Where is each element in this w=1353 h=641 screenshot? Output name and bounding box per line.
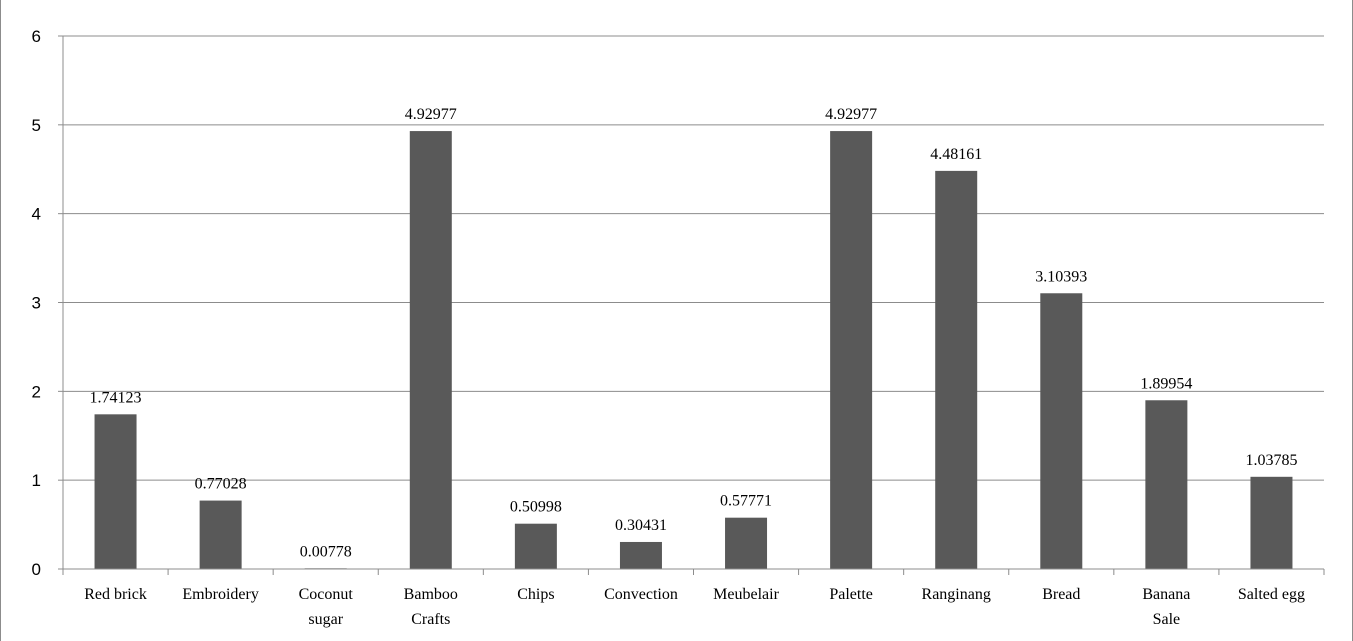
x-tick-label: Banana Sale	[1142, 586, 1190, 628]
y-tick-label: 4	[32, 205, 41, 224]
data-label: 1.74123	[90, 389, 142, 406]
axes	[58, 35, 1325, 575]
bar	[199, 500, 242, 569]
bar	[830, 131, 873, 570]
x-tick-label-line: Embroidery	[182, 586, 258, 603]
x-tick-label: Bamboo Crafts	[404, 586, 458, 628]
y-tick-label: 6	[32, 27, 41, 46]
x-tick-label-line: Crafts	[411, 611, 450, 628]
x-tick-label-line: sugar	[308, 611, 343, 628]
bar	[725, 517, 768, 569]
bar	[1145, 400, 1188, 569]
bars	[94, 131, 1293, 570]
x-tick-label-line: Chips	[517, 586, 554, 603]
bar	[514, 523, 557, 569]
x-tick-label: Ranginang	[922, 586, 991, 603]
x-tick-label-line: Red brick	[84, 586, 147, 603]
x-tick-label-line: Salted egg	[1238, 586, 1305, 603]
bar	[1250, 476, 1293, 569]
x-tick-label: Bread	[1042, 586, 1080, 603]
x-tick-label-line: Meubelair	[713, 586, 779, 603]
y-tick-labels: 0 1 2 3 4 5 6	[32, 27, 41, 579]
data-label: 4.48161	[930, 146, 982, 163]
data-label: 3.10393	[1035, 268, 1087, 285]
y-tick-label: 2	[32, 382, 41, 401]
x-tick-label-line: Ranginang	[922, 586, 991, 603]
data-label: 0.77028	[195, 476, 247, 493]
x-tick-label: Convection	[604, 586, 678, 603]
x-tick-label-line: Sale	[1153, 611, 1181, 628]
x-tick-label-line: Convection	[604, 586, 678, 603]
y-tick-label: 0	[32, 560, 41, 579]
bar	[1040, 293, 1083, 569]
x-tick-labels: Red brick Embroidery Coconut sugar Bamboo Cra…	[84, 586, 1305, 628]
data-label: 0.50998	[510, 499, 562, 516]
x-tick-label-line: Bamboo	[404, 586, 458, 603]
data-label: 1.03785	[1245, 452, 1297, 469]
x-tick-label: Embroidery	[182, 586, 258, 603]
y-tick-label: 3	[32, 294, 41, 313]
x-tick-label: Coconut sugar	[299, 586, 354, 628]
x-tick-label: Salted egg	[1238, 586, 1305, 603]
bar	[94, 414, 137, 569]
x-tick-label-line: Coconut	[299, 586, 354, 603]
data-label: 4.92977	[405, 106, 457, 123]
x-tick-label-line: Palette	[829, 586, 873, 603]
x-tick-label-line: Banana	[1142, 586, 1190, 603]
data-label: 0.00778	[300, 543, 352, 560]
x-tick-label: Chips	[517, 586, 554, 603]
data-label: 4.92977	[825, 106, 877, 123]
x-tick-label: Meubelair	[713, 586, 779, 603]
data-label: 1.89954	[1140, 375, 1192, 392]
bar	[619, 541, 662, 569]
bar	[935, 170, 978, 569]
data-label: 0.57771	[720, 493, 772, 510]
gridlines	[63, 35, 1324, 481]
x-tick-label: Red brick	[84, 586, 147, 603]
bar	[409, 131, 452, 570]
data-labels: 1.74123 0.77028 0.00778 4.92977 0.50998 0.304…	[90, 106, 1298, 560]
y-tick-label: 1	[32, 471, 41, 490]
data-label: 0.30431	[615, 517, 667, 534]
x-tick-label-line: Bread	[1042, 586, 1080, 603]
x-tick-label: Palette	[829, 586, 873, 603]
y-tick-label: 5	[32, 116, 41, 135]
